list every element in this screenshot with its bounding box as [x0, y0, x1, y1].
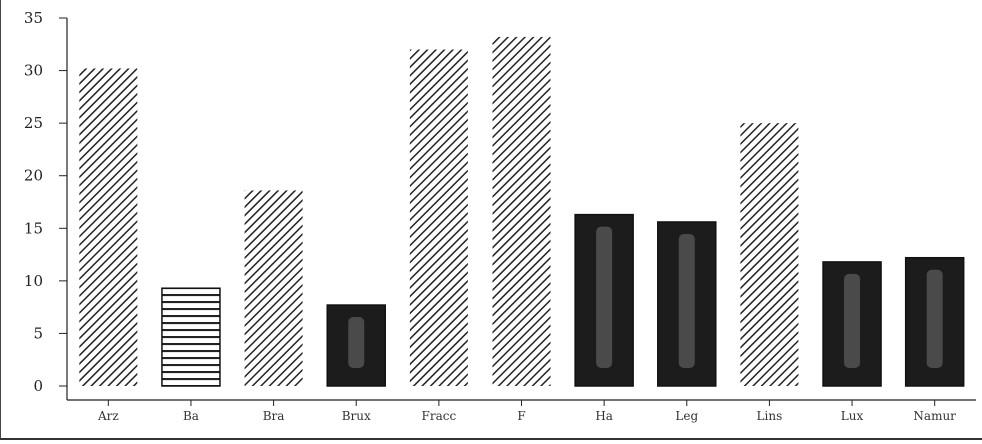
y-tick-label: 25 — [24, 114, 43, 132]
bar — [161, 287, 221, 387]
bar-rect — [326, 304, 386, 387]
bar-rect — [244, 190, 303, 386]
bar — [740, 123, 799, 387]
y-tick-labels: 0 5 10 15 20 25 30 35 — [24, 9, 43, 395]
y-tick-label: 10 — [24, 272, 43, 290]
bar-rect — [740, 123, 799, 387]
x-tick-label: Ha — [595, 409, 613, 423]
axes — [59, 17, 976, 406]
y-tick-label: 30 — [24, 62, 43, 80]
x-tick-label: F — [517, 409, 525, 423]
x-tick-label: Lins — [757, 409, 783, 423]
y-tick-label: 0 — [33, 377, 43, 395]
x-tick-label: Bra — [263, 409, 285, 423]
bar-highlight — [926, 269, 943, 368]
y-tick-label: 15 — [24, 219, 43, 237]
bar-rect — [492, 36, 551, 386]
x-tick-label: Namur — [913, 409, 956, 423]
y-tick-label: 5 — [33, 324, 43, 342]
x-tick-label: Lux — [841, 409, 864, 423]
bar — [904, 256, 965, 387]
x-tick-label: Ba — [183, 409, 199, 423]
bar — [822, 261, 882, 387]
bar-highlight — [678, 233, 695, 368]
bar — [244, 190, 303, 386]
bar-highlight — [348, 317, 365, 368]
bar-highlight — [844, 273, 861, 368]
x-tick-label: Arz — [97, 409, 119, 423]
bar — [326, 304, 386, 387]
y-tick-label: 35 — [24, 9, 43, 27]
bar-rect — [161, 287, 221, 387]
x-tick-label: Leg — [675, 409, 698, 423]
x-tick-label: Brux — [342, 409, 371, 423]
y-tick-label: 20 — [24, 167, 43, 185]
bar — [657, 221, 717, 387]
bars — [79, 36, 965, 387]
x-tick-label: Fracc — [422, 409, 457, 423]
bar — [409, 49, 468, 387]
bar — [574, 213, 634, 387]
bar — [492, 36, 551, 386]
bar-highlight — [596, 226, 613, 368]
bar — [79, 68, 138, 387]
bar-rect — [79, 68, 138, 387]
bar-rect — [409, 49, 468, 387]
x-tick-labels: Arz Ba Bra Brux Fracc F Ha Leg Lins Lux Namur — [97, 409, 956, 423]
